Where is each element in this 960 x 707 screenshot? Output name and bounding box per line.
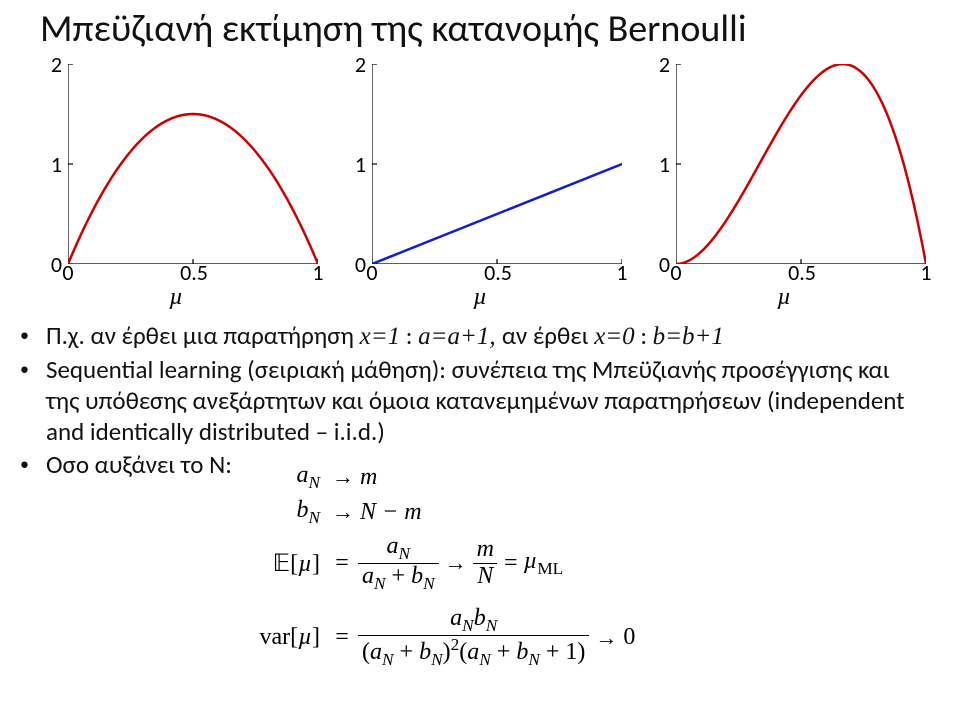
chart-svg-posterior	[676, 64, 926, 264]
xtick: 0.5	[172, 262, 216, 284]
frac: aN aN + bN	[358, 534, 439, 593]
arrow-icon: →	[326, 499, 360, 525]
rhs: N − m	[360, 499, 422, 526]
math: b=b+1	[653, 323, 724, 350]
page-title: Μπεϋζιανή εκτίμηση της κατανομής Bernoul…	[40, 6, 747, 52]
math: x=0	[594, 323, 634, 350]
bullet-dot-icon: •	[20, 320, 46, 352]
bullet-2: • Sequential learning (σειριακή μάθηση):…	[20, 354, 920, 447]
mu: µ	[298, 551, 312, 577]
math: x=1	[360, 323, 400, 350]
arrow-icon: →	[439, 550, 473, 576]
frac: aNbN (aN + bN)2(aN + bN + 1)	[358, 606, 589, 669]
ytick: 1	[342, 154, 366, 176]
var-bN: bN	[296, 497, 320, 523]
ytick: 1	[38, 154, 62, 176]
xlabel: µ	[24, 284, 328, 311]
bullet-2-text: Sequential learning (σειριακή μάθηση): σ…	[46, 354, 920, 447]
xlabel: µ	[632, 284, 936, 311]
arrow-icon: →	[326, 464, 360, 490]
frac: m N	[473, 537, 498, 588]
chart-svg-likelihood	[372, 64, 622, 264]
xtick: 0	[58, 262, 78, 284]
text: Π.χ. αν έρθει μια παρατήρηση	[46, 320, 360, 351]
xtick: 1	[916, 262, 936, 284]
text: :	[406, 320, 418, 351]
eq-sign: =	[326, 624, 358, 651]
equations: aN → m bN → N − m 𝔼[µ] = aN aN + bN → m …	[228, 458, 868, 694]
expectation-E: 𝔼	[273, 551, 291, 577]
ytick: 1	[646, 154, 670, 176]
zero: 0	[623, 624, 635, 651]
text: αν έρθει	[502, 320, 594, 351]
xtick: 0	[666, 262, 686, 284]
ytick: 2	[38, 54, 62, 76]
xtick: 0	[362, 262, 382, 284]
xtick: 0.5	[780, 262, 824, 284]
xtick: 1	[308, 262, 328, 284]
bullet-1: • Π.χ. αν έρθει μια παρατήρηση x=1 : a=a…	[20, 320, 920, 352]
eq-bN: bN → N − m	[228, 497, 868, 528]
rhs: m	[360, 464, 377, 491]
eq-aN: aN → m	[228, 462, 868, 493]
var-label: var	[260, 624, 291, 650]
eq-E: 𝔼[µ] = aN aN + bN → m N = µML	[228, 534, 868, 593]
mu-ml: µML	[524, 548, 564, 579]
text: :	[640, 320, 652, 351]
mu: µ	[298, 624, 312, 650]
page-root: Μπεϋζιανή εκτίμηση της κατανομής Bernoul…	[0, 0, 960, 707]
arrow-icon: →	[589, 625, 623, 651]
chart-prior: 2 1 0 0 0.5 1 prior µ	[24, 58, 328, 316]
xtick: 0.5	[476, 262, 520, 284]
chart-svg-prior	[68, 64, 318, 264]
bullet-1-text: Π.χ. αν έρθει μια παρατήρηση x=1 : a=a+1…	[46, 320, 920, 352]
var-aN: aN	[296, 462, 320, 488]
xlabel: µ	[328, 284, 632, 311]
chart-likelihood: 2 1 0 0 0.5 1 likelihood function µ	[328, 58, 632, 316]
chart-posterior: 2 1 0 0 0.5 1 posterior µ	[632, 58, 936, 316]
math: a=a+1,	[418, 323, 502, 350]
bullet-dot-icon: •	[20, 449, 46, 480]
xtick: 1	[612, 262, 632, 284]
ytick: 2	[646, 54, 670, 76]
eq-var: var[µ] = aNbN (aN + bN)2(aN + bN + 1) → …	[228, 606, 868, 669]
eq-sign: =	[498, 550, 524, 577]
eq-sign: =	[326, 550, 358, 577]
bullet-dot-icon: •	[20, 354, 46, 447]
charts-row: 2 1 0 0 0.5 1 prior µ 2 1 0 0 0.5 1 like…	[24, 58, 936, 316]
ytick: 2	[342, 54, 366, 76]
